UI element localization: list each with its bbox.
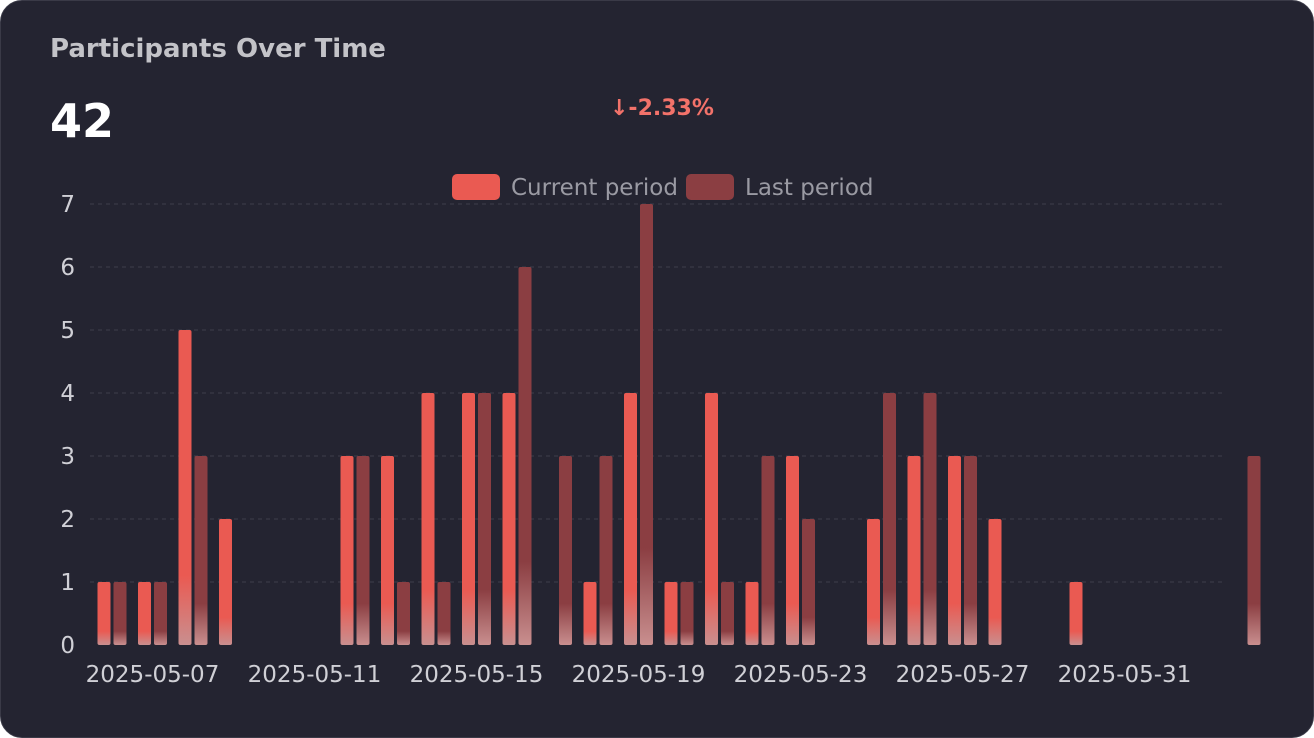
y-tick-label: 0 bbox=[60, 633, 75, 659]
bar-current-period[interactable] bbox=[664, 582, 678, 645]
bar-current-period[interactable] bbox=[745, 582, 759, 645]
bar-current-period[interactable] bbox=[219, 519, 232, 645]
y-tick-label: 1 bbox=[60, 570, 75, 596]
bar-last-period[interactable] bbox=[397, 582, 410, 645]
x-axis: 2025-05-07 2025-05-11 2025-05-15 2025-05-19… bbox=[86, 662, 1192, 688]
bar-last-period[interactable] bbox=[802, 519, 815, 645]
bar-current-period[interactable] bbox=[138, 582, 151, 645]
legend: Current period Last period bbox=[452, 174, 874, 201]
legend-label-last: Last period bbox=[745, 175, 874, 201]
bar-current-period[interactable] bbox=[867, 519, 880, 645]
bar-current-period[interactable] bbox=[462, 393, 475, 645]
bar-current-period[interactable] bbox=[948, 456, 961, 645]
x-tick-label: 2025-05-11 bbox=[248, 662, 382, 688]
bar-last-period[interactable] bbox=[559, 456, 572, 645]
bar-current-period[interactable] bbox=[381, 456, 394, 645]
y-tick-label: 3 bbox=[60, 444, 75, 470]
bars bbox=[97, 204, 1261, 645]
grid-lines bbox=[90, 203, 1223, 583]
bar-last-period[interactable] bbox=[518, 267, 532, 645]
bar-last-period[interactable] bbox=[478, 393, 491, 645]
legend-swatch-last bbox=[686, 174, 734, 200]
y-axis: 0 1 2 3 4 5 6 7 bbox=[60, 192, 75, 659]
y-tick-label: 5 bbox=[60, 318, 75, 344]
y-tick-label: 2 bbox=[60, 507, 75, 533]
bar-last-period[interactable] bbox=[761, 456, 775, 645]
bar-current-period[interactable] bbox=[97, 582, 111, 645]
bar-last-period[interactable] bbox=[113, 582, 127, 645]
bar-current-period[interactable] bbox=[624, 393, 637, 645]
bar-current-period[interactable] bbox=[988, 519, 1002, 645]
legend-item-current[interactable]: Current period bbox=[452, 174, 678, 201]
x-tick-label: 2025-05-27 bbox=[896, 662, 1030, 688]
bar-last-period[interactable] bbox=[680, 582, 694, 645]
bar-last-period[interactable] bbox=[640, 204, 653, 645]
legend-item-last[interactable]: Last period bbox=[686, 174, 874, 201]
y-tick-label: 7 bbox=[60, 192, 75, 218]
bar-last-period[interactable] bbox=[599, 456, 613, 645]
y-tick-label: 6 bbox=[60, 255, 75, 281]
bar-last-period[interactable] bbox=[356, 456, 370, 645]
bar-current-period[interactable] bbox=[583, 582, 597, 645]
bar-last-period[interactable] bbox=[883, 393, 896, 645]
x-tick-label: 2025-05-23 bbox=[734, 662, 868, 688]
legend-label-current: Current period bbox=[511, 175, 678, 201]
x-tick-label: 2025-05-19 bbox=[572, 662, 706, 688]
bar-current-period[interactable] bbox=[502, 393, 516, 645]
bar-current-period[interactable] bbox=[705, 393, 718, 645]
bar-last-period[interactable] bbox=[154, 582, 167, 645]
bar-last-period[interactable] bbox=[437, 582, 451, 645]
bar-last-period[interactable] bbox=[964, 456, 977, 645]
bar-current-period[interactable] bbox=[340, 456, 354, 645]
bar-current-period[interactable] bbox=[907, 456, 921, 645]
change-percentage: ↓-2.33% bbox=[610, 96, 714, 121]
total-participants-value: 42 bbox=[50, 94, 115, 148]
x-tick-label: 2025-05-07 bbox=[86, 662, 220, 688]
bar-last-period[interactable] bbox=[1247, 456, 1261, 645]
bar-current-period[interactable] bbox=[1069, 582, 1083, 645]
bar-last-period[interactable] bbox=[721, 582, 734, 645]
bar-last-period[interactable] bbox=[194, 456, 208, 645]
bar-current-period[interactable] bbox=[786, 456, 799, 645]
bar-current-period[interactable] bbox=[178, 330, 192, 645]
legend-swatch-current bbox=[452, 174, 500, 200]
bar-last-period[interactable] bbox=[923, 393, 937, 645]
bar-current-period[interactable] bbox=[421, 393, 435, 645]
card-title: Participants Over Time bbox=[50, 34, 386, 64]
x-tick-label: 2025-05-15 bbox=[410, 662, 544, 688]
y-tick-label: 4 bbox=[60, 381, 75, 407]
x-tick-label: 2025-05-31 bbox=[1058, 662, 1192, 688]
